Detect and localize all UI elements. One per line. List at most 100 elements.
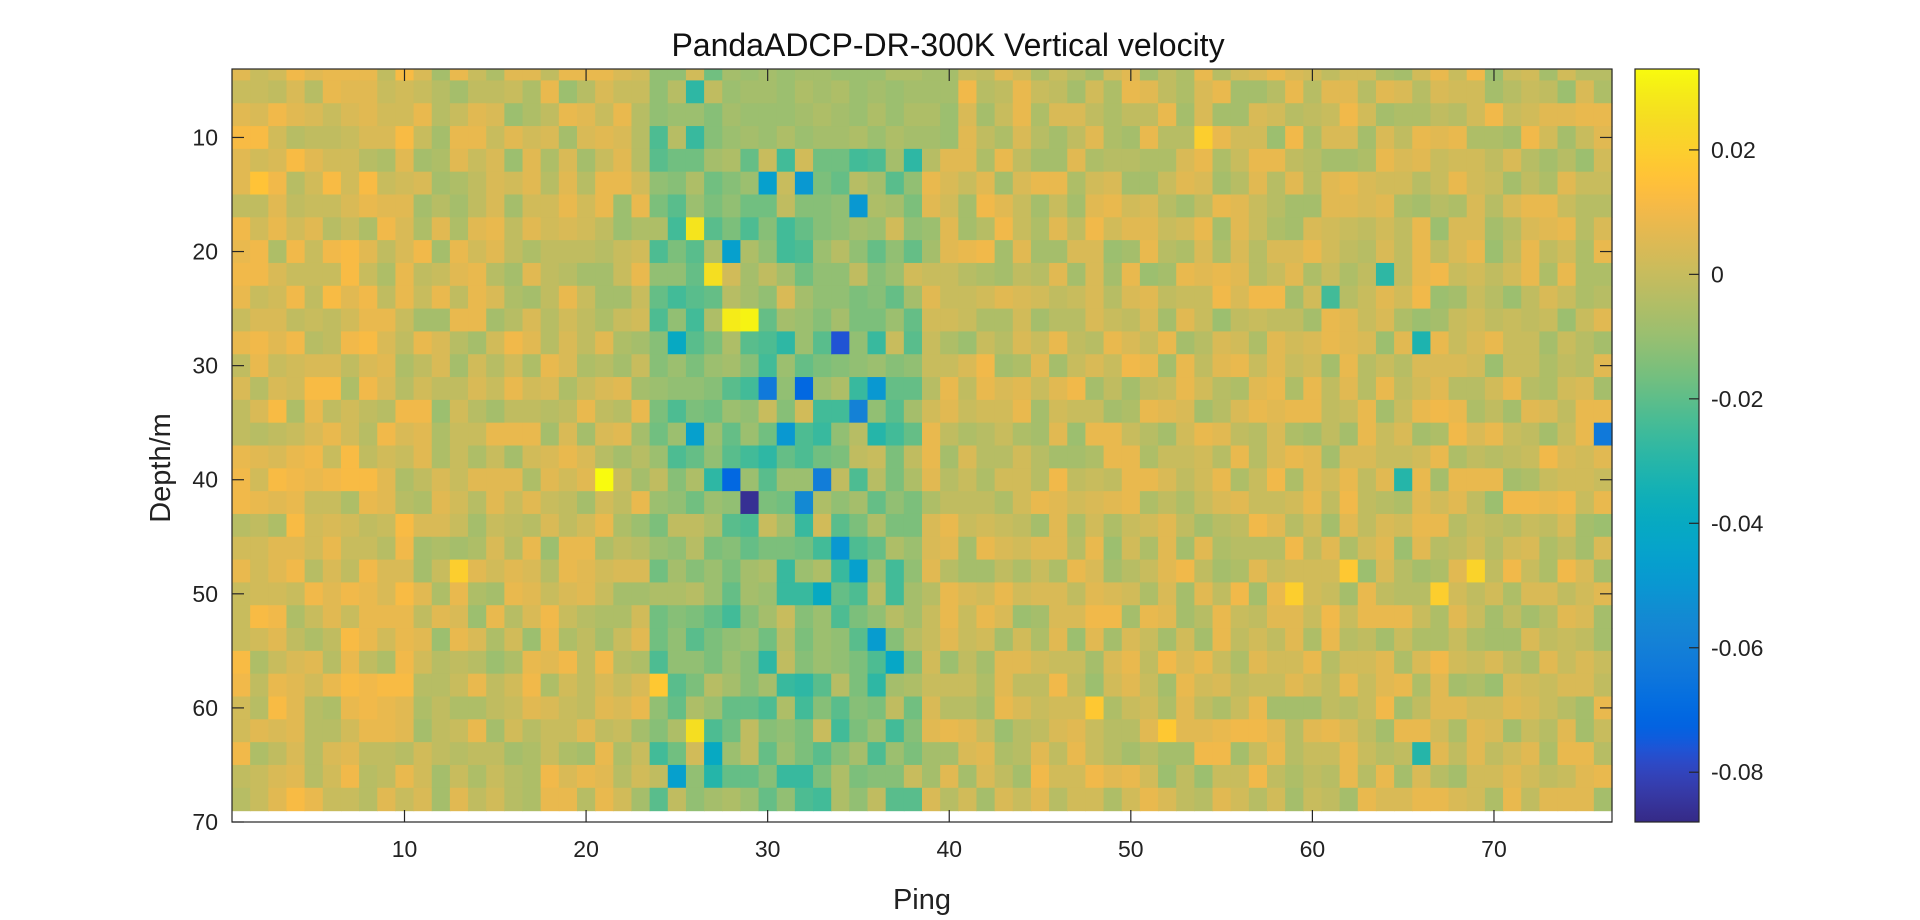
heatmap-cell (1176, 194, 1195, 218)
heatmap-cell (1575, 148, 1595, 173)
heatmap-cell (1285, 764, 1304, 789)
heatmap-cell (577, 103, 596, 127)
heatmap-cell (1012, 69, 1032, 82)
heatmap-cell (1012, 719, 1032, 743)
heatmap-cell (1375, 399, 1395, 424)
heatmap-cell (1430, 605, 1450, 629)
heatmap-cell (1158, 696, 1177, 720)
heatmap-cell (958, 764, 978, 789)
heatmap-cell (449, 513, 469, 538)
heatmap-cell (1466, 80, 1486, 104)
heatmap-cell (1139, 742, 1159, 766)
heatmap-cell (468, 399, 487, 424)
heatmap-cell (1158, 308, 1177, 333)
heatmap-cell (740, 262, 760, 287)
heatmap-cell (1430, 399, 1450, 424)
heatmap-cell (649, 742, 669, 766)
heatmap-cell (1194, 628, 1214, 652)
heatmap-cell (1484, 240, 1504, 264)
heatmap-cell (1303, 285, 1323, 310)
heatmap-cell (359, 445, 378, 469)
heatmap-cell (1030, 445, 1050, 469)
heatmap-cell (304, 650, 324, 675)
heatmap-cell (504, 399, 524, 424)
heatmap-cell (1012, 308, 1032, 333)
heatmap-cell (1557, 719, 1577, 743)
heatmap-cell (667, 285, 687, 310)
heatmap-cell (1158, 80, 1177, 104)
heatmap-cell (1085, 764, 1105, 789)
heatmap-cell (250, 194, 269, 218)
heatmap-cell (359, 742, 378, 766)
heatmap-cell (1593, 171, 1613, 196)
heatmap-cell (250, 399, 269, 424)
heatmap-cell (377, 742, 397, 766)
heatmap-cell (486, 513, 505, 538)
heatmap-cell (740, 628, 760, 652)
heatmap-cell (1357, 377, 1377, 401)
heatmap-cell (885, 217, 905, 241)
heatmap-cell (1012, 445, 1032, 469)
heatmap-cell (1357, 399, 1377, 424)
heatmap-cell (776, 559, 796, 584)
x-axis-label: Ping (893, 884, 951, 916)
heatmap-cell (1085, 559, 1105, 584)
heatmap-cell (340, 217, 360, 241)
heatmap-cell (1103, 217, 1123, 241)
heatmap-cell (1575, 399, 1595, 424)
heatmap-cell (831, 103, 850, 127)
heatmap-cell (268, 787, 288, 812)
heatmap-cell (758, 103, 778, 127)
heatmap-cell (340, 331, 360, 355)
heatmap-cell (794, 240, 814, 264)
heatmap-cell (885, 673, 905, 698)
heatmap-cell (1030, 308, 1050, 333)
heatmap-cell (1285, 559, 1304, 584)
heatmap-cell (1212, 513, 1232, 538)
heatmap-cell (758, 331, 778, 355)
heatmap-cell (704, 719, 723, 743)
heatmap-cell (595, 628, 614, 652)
heatmap-cell (885, 650, 905, 675)
heatmap-cell (1139, 171, 1159, 196)
heatmap-cell (794, 80, 814, 104)
plot-frame (231, 68, 1613, 823)
heatmap-cell (1267, 217, 1286, 241)
heatmap-cell (322, 719, 342, 743)
heatmap-cell (268, 696, 288, 720)
heatmap-cell (1212, 719, 1232, 743)
heatmap-cell (1121, 468, 1141, 492)
heatmap-cell (1176, 103, 1195, 127)
heatmap-cell (958, 696, 978, 720)
heatmap-cell (322, 331, 342, 355)
heatmap-cell (722, 69, 742, 82)
heatmap-cell (704, 422, 723, 447)
heatmap-cell (377, 103, 397, 127)
heatmap-cell (1194, 240, 1214, 264)
heatmap-cell (758, 605, 778, 629)
heatmap-cell (685, 582, 705, 606)
heatmap-cell (1394, 673, 1413, 698)
heatmap-cell (1375, 194, 1395, 218)
heatmap-cell (1158, 194, 1177, 218)
heatmap-cell (486, 559, 505, 584)
heatmap-cell (1321, 468, 1341, 492)
heatmap-cell (1103, 491, 1123, 515)
heatmap-cell (431, 582, 451, 606)
heatmap-cell (885, 354, 905, 378)
heatmap-cell (1539, 559, 1559, 584)
heatmap-cell (940, 103, 959, 127)
heatmap-cell (1539, 148, 1559, 173)
heatmap-cell (1321, 696, 1341, 720)
heatmap-cell (758, 628, 778, 652)
heatmap-cell (867, 126, 887, 150)
heatmap-cell (885, 536, 905, 561)
heatmap-cell (1539, 217, 1559, 241)
heatmap-cell (1176, 605, 1195, 629)
heatmap-cell (649, 285, 669, 310)
heatmap-cell (813, 148, 832, 173)
heatmap-cell (903, 468, 923, 492)
heatmap-cell (1103, 696, 1123, 720)
heatmap-cell (322, 582, 342, 606)
heatmap-cell (885, 285, 905, 310)
